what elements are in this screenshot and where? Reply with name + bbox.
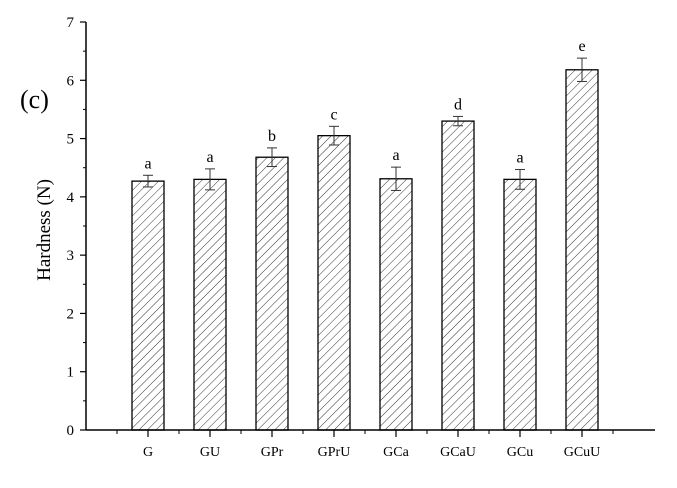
- bar: [317, 135, 351, 431]
- x-tick-label: GPrU: [318, 445, 351, 460]
- significance-letter: a: [516, 149, 523, 166]
- significance-letter: a: [144, 155, 151, 172]
- bar: [255, 156, 289, 431]
- x-tick-label: GCaU: [440, 445, 476, 460]
- x-tick-label: G: [143, 445, 153, 460]
- significance-letter: a: [206, 149, 213, 166]
- significance-letter: b: [268, 128, 276, 145]
- significance-letter: a: [392, 147, 399, 164]
- significance-letter: e: [578, 38, 585, 55]
- bar: [193, 178, 227, 431]
- y-tick-label: 1: [67, 365, 75, 381]
- y-tick-label: 3: [67, 248, 75, 264]
- y-tick-label: 6: [67, 73, 75, 89]
- x-tick-label: GCa: [383, 445, 409, 460]
- y-tick-label: 2: [67, 306, 75, 322]
- x-tick-label: GCu: [507, 445, 533, 460]
- y-tick-label: 0: [67, 423, 75, 439]
- significance-letter: d: [454, 96, 462, 113]
- x-tick-label: GCuU: [564, 445, 601, 460]
- y-tick-label: 7: [67, 15, 75, 31]
- bar: [441, 120, 475, 431]
- bar: [503, 178, 537, 431]
- significance-letter: c: [330, 106, 337, 123]
- bar: [379, 178, 413, 431]
- y-tick-label: 5: [67, 132, 75, 148]
- y-axis-label: Hardness (N): [34, 179, 55, 281]
- x-tick-label: GPr: [261, 445, 284, 460]
- bar: [565, 69, 599, 431]
- x-tick-label: GU: [200, 445, 220, 460]
- y-tick-label: 4: [67, 190, 75, 206]
- bar: [131, 180, 165, 431]
- panel-label: (c): [20, 85, 49, 114]
